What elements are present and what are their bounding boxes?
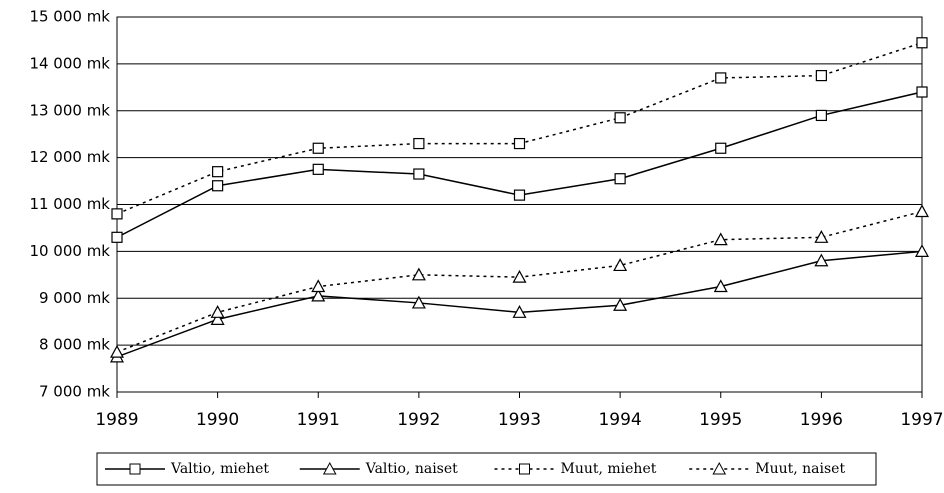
y-tick-label: 13 000 mk [29, 101, 110, 119]
marker [111, 231, 123, 243]
marker [914, 204, 930, 218]
legend-label: Muut, naiset [755, 461, 845, 477]
legend-marker [322, 461, 337, 475]
marker [715, 142, 727, 154]
marker [210, 312, 225, 325]
legend-label: Valtio, miehet [170, 461, 269, 477]
marker [311, 279, 326, 293]
x-tick-label: 1989 [95, 410, 138, 430]
series-line [116, 42, 923, 215]
x-tick-label: 1993 [498, 410, 541, 430]
marker [814, 253, 829, 267]
y-tick-label: 12 000 mk [29, 148, 110, 166]
marker [311, 288, 326, 302]
marker [512, 269, 527, 283]
marker [210, 305, 225, 318]
series-line [116, 250, 923, 358]
marker [713, 232, 728, 246]
marker [513, 189, 526, 201]
marker [916, 37, 928, 49]
marker [312, 142, 324, 154]
legend-marker [129, 463, 141, 475]
legend-label: Muut, miehet [561, 461, 657, 477]
marker [916, 86, 928, 98]
y-tick-label: 9 000 mk [39, 289, 110, 307]
x-tick-label: 1992 [397, 410, 440, 430]
x-tick-label: 1994 [598, 410, 641, 430]
marker [512, 305, 527, 318]
marker [411, 295, 426, 309]
marker [914, 244, 930, 257]
marker [815, 109, 827, 122]
x-tick-label: 1991 [297, 410, 340, 430]
marker [109, 344, 125, 358]
y-tick-label: 10 000 mk [29, 242, 110, 260]
x-tick-label: 1996 [800, 410, 843, 430]
y-tick-label: 8 000 mk [39, 336, 110, 354]
marker [814, 230, 829, 243]
legend-marker [519, 463, 530, 475]
marker [111, 208, 123, 220]
marker [312, 163, 324, 175]
x-tick-label: 1990 [196, 410, 239, 430]
x-tick-label: 1997 [900, 410, 943, 430]
marker [613, 298, 628, 311]
marker [413, 137, 425, 150]
marker [815, 69, 827, 82]
series-line [116, 91, 923, 238]
x-tick-label: 1995 [699, 410, 742, 430]
legend-label: Valtio, naiset [365, 461, 458, 477]
marker [212, 180, 224, 192]
y-tick-label: 14 000 mk [29, 54, 110, 72]
marker [411, 267, 426, 281]
marker [614, 112, 626, 124]
marker [713, 279, 728, 293]
marker [513, 137, 526, 150]
y-tick-label: 15 000 mk [29, 8, 110, 26]
marker [715, 72, 727, 84]
marker [212, 166, 224, 178]
y-tick-label: 11 000 mk [29, 195, 110, 213]
marker [614, 173, 626, 185]
y-tick-label: 7 000 mk [39, 383, 110, 401]
marker [613, 258, 628, 272]
legend-marker [712, 461, 727, 475]
marker [413, 168, 425, 180]
